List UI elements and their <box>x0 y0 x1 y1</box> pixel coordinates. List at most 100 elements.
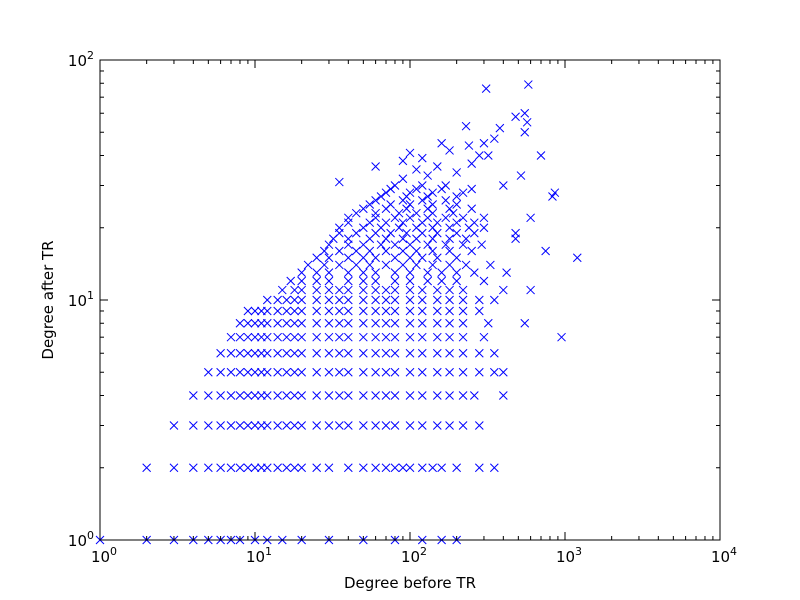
data-point <box>428 188 438 198</box>
data-point <box>282 306 291 316</box>
data-point <box>452 168 462 177</box>
data-point <box>445 146 454 155</box>
data-point <box>423 268 433 278</box>
data-point <box>437 138 446 148</box>
data-point <box>334 246 344 256</box>
data-point <box>324 367 334 377</box>
data-point <box>390 306 400 316</box>
data-point <box>371 463 380 473</box>
data-point <box>381 295 391 305</box>
data-point <box>511 112 520 122</box>
data-point <box>557 332 566 342</box>
data-point <box>452 228 462 238</box>
data-point <box>390 285 400 295</box>
data-point <box>479 223 489 233</box>
data-point <box>412 223 421 233</box>
data-point <box>250 306 260 316</box>
data-point <box>226 421 236 430</box>
data-point <box>479 276 489 286</box>
data-point <box>417 367 427 377</box>
data-point <box>312 253 322 263</box>
data-point <box>324 421 334 430</box>
data-point <box>226 332 236 342</box>
data-point <box>541 246 550 256</box>
data-point <box>250 367 260 377</box>
data-point <box>502 268 511 278</box>
data-point <box>282 367 291 377</box>
data-point <box>371 367 380 377</box>
data-point <box>458 318 468 328</box>
data-point <box>483 151 493 160</box>
data-point <box>319 260 329 270</box>
data-point <box>417 295 427 305</box>
data-point <box>273 306 283 316</box>
x-tick-label: 102 <box>401 545 427 566</box>
data-point <box>458 421 468 430</box>
data-point <box>365 200 375 209</box>
data-point <box>290 348 299 358</box>
data-point <box>381 306 391 316</box>
data-point <box>324 268 334 278</box>
data-point <box>334 332 344 342</box>
data-point <box>371 208 380 218</box>
data-point <box>312 348 322 358</box>
data-point <box>343 268 353 278</box>
data-point <box>324 240 334 250</box>
data-point <box>262 306 272 316</box>
data-point <box>390 332 400 342</box>
data-point <box>381 463 391 473</box>
data-point <box>381 246 391 256</box>
data-point <box>334 367 344 377</box>
data-point <box>467 159 477 168</box>
data-point <box>390 391 400 400</box>
data-point <box>297 306 307 316</box>
data-point <box>520 127 530 137</box>
x-tick-label: 101 <box>246 545 272 566</box>
data-point <box>324 276 334 286</box>
data-point <box>398 246 408 256</box>
data-point <box>286 276 296 286</box>
data-point <box>398 234 408 244</box>
data-point <box>437 463 446 473</box>
data-point <box>417 318 427 328</box>
data-point <box>243 421 253 430</box>
data-point <box>343 306 353 316</box>
data-point <box>452 268 462 278</box>
data-point <box>417 391 427 400</box>
data-point <box>216 463 225 473</box>
data-point <box>297 421 307 430</box>
data-point <box>203 367 213 377</box>
data-point <box>358 318 368 328</box>
data-point <box>445 367 454 377</box>
y-tick-label: 101 <box>68 289 94 310</box>
data-point <box>445 246 454 256</box>
data-point <box>474 421 484 430</box>
data-point <box>297 332 307 342</box>
axis-ticks <box>99 59 721 541</box>
data-point <box>550 188 560 198</box>
data-point <box>343 253 353 263</box>
data-point <box>351 246 361 256</box>
data-point <box>312 306 322 316</box>
data-point <box>548 192 557 201</box>
data-point <box>371 295 380 305</box>
data-point <box>458 295 468 305</box>
data-point <box>474 367 484 377</box>
data-point <box>334 285 344 295</box>
data-point <box>273 295 283 305</box>
data-point <box>312 332 322 342</box>
data-point <box>324 391 334 400</box>
data-point <box>312 268 322 278</box>
data-point <box>432 218 442 228</box>
data-point <box>381 332 391 342</box>
data-point <box>343 332 353 342</box>
data-point <box>390 240 400 250</box>
data-point <box>273 367 283 377</box>
data-point <box>262 367 272 377</box>
data-point <box>324 285 334 295</box>
data-point <box>474 348 484 358</box>
data-point <box>445 348 454 358</box>
data-point <box>467 184 477 194</box>
